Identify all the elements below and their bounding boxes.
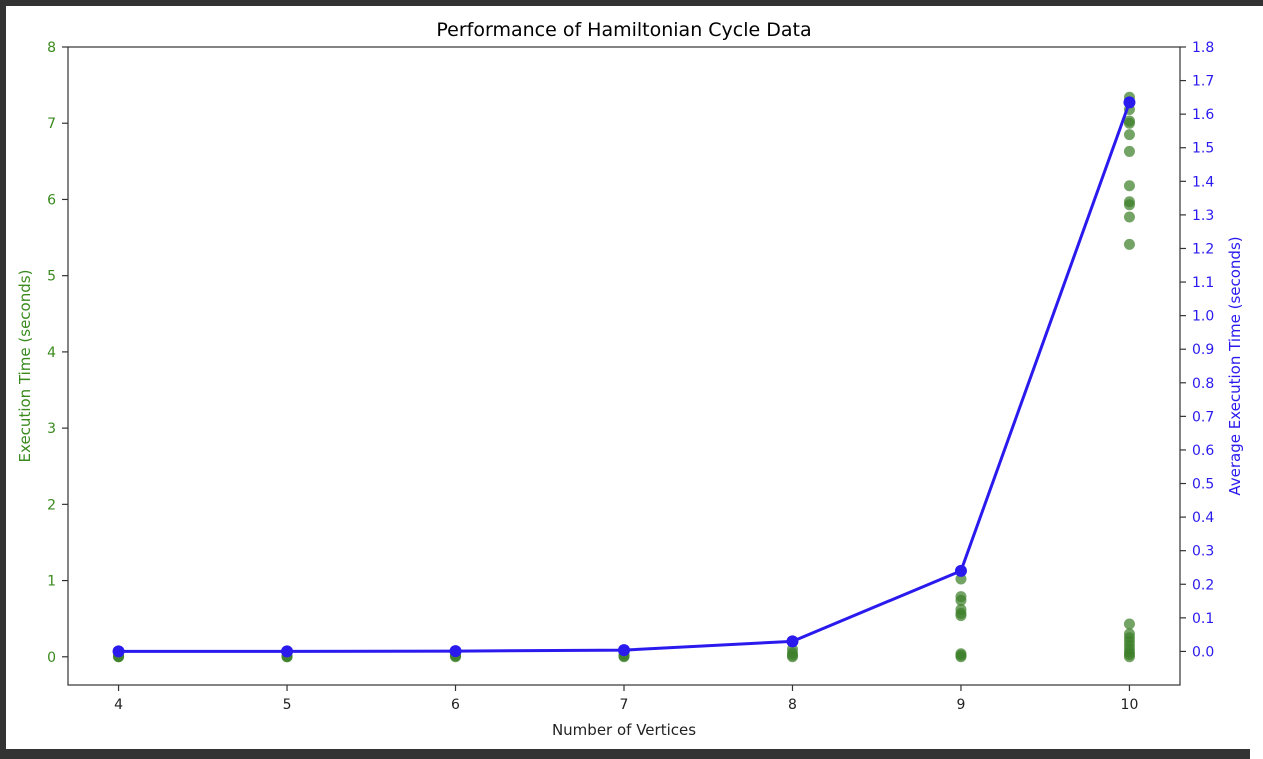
y-left-tick-label: 7 <box>47 116 56 132</box>
scatter-point <box>1123 180 1135 192</box>
y-right-tick-label: 1.3 <box>1192 208 1214 224</box>
y-left-axis-label: Execution Time (seconds) <box>16 270 34 463</box>
y-right-axis-label: Average Execution Time (seconds) <box>1226 236 1244 495</box>
average-point <box>449 645 462 658</box>
y-right-tick-label: 1.1 <box>1192 275 1214 291</box>
y-left-tick-label: 5 <box>47 269 56 285</box>
y-right-tick-label: 0.0 <box>1192 644 1214 660</box>
y-right-tick-label: 1.4 <box>1192 174 1214 190</box>
y-right-tick-label: 0.9 <box>1192 342 1214 358</box>
y-left-tick-label: 3 <box>47 421 56 437</box>
y-right-tick-label: 1.6 <box>1192 107 1214 123</box>
y-left-tick-label: 1 <box>47 574 56 590</box>
scatter-point <box>1123 238 1135 250</box>
y-right-tick-label: 0.3 <box>1192 544 1214 560</box>
scatter-point <box>955 573 967 585</box>
y-left-tick-label: 0 <box>47 650 56 666</box>
y-right-tick-label: 1.0 <box>1192 309 1214 325</box>
x-tick-label: 8 <box>788 697 797 713</box>
scatter-point <box>1123 211 1135 223</box>
average-point <box>618 644 630 657</box>
scatter-point <box>1123 129 1135 141</box>
scatter-point <box>1123 196 1135 208</box>
x-tick-label: 9 <box>957 697 966 713</box>
y-right-tick-label: 0.4 <box>1192 510 1214 526</box>
y-left-tick-label: 8 <box>47 40 56 56</box>
y-right-tick-label: 0.6 <box>1192 443 1214 459</box>
average-point <box>1123 96 1136 109</box>
y-right-tick-label: 0.2 <box>1192 577 1214 593</box>
x-tick-label: 4 <box>114 697 123 713</box>
scatter-point <box>1123 618 1135 630</box>
x-axis-label: Number of Vertices <box>552 721 696 739</box>
y-left-tick-label: 6 <box>47 192 56 208</box>
scatter-point <box>955 604 967 616</box>
scatter-point <box>1123 115 1135 127</box>
window-edge-bottom <box>0 749 1250 759</box>
y-right-tick-label: 0.5 <box>1192 477 1214 493</box>
average-point <box>954 564 967 577</box>
x-tick-label: 6 <box>451 697 460 713</box>
y-left-tick-label: 2 <box>47 497 56 513</box>
window-edge-left <box>0 0 6 759</box>
y-right-tick-label: 0.7 <box>1192 409 1214 425</box>
y-right-tick-label: 1.8 <box>1192 40 1214 56</box>
y-right-tick-label: 1.2 <box>1192 241 1214 257</box>
average-point <box>786 635 799 648</box>
plot-area-border <box>67 46 1181 686</box>
y-right-tick-label: 0.1 <box>1192 611 1214 627</box>
average-point <box>112 645 125 658</box>
y-right-tick-label: 1.5 <box>1192 141 1214 157</box>
x-tick-label: 7 <box>620 697 629 713</box>
window-edge-top <box>0 0 1263 6</box>
y-left-tick-label: 4 <box>47 345 56 361</box>
scatter-point <box>1123 628 1135 640</box>
chart-title: Performance of Hamiltonian Cycle Data <box>436 19 811 41</box>
average-point <box>281 645 294 658</box>
scatter-point <box>1123 145 1135 157</box>
scatter-point <box>955 648 967 660</box>
y-right-tick-label: 0.8 <box>1192 376 1214 392</box>
scatter-point <box>955 591 967 603</box>
x-tick-label: 5 <box>283 697 292 713</box>
x-tick-label: 10 <box>1121 697 1139 713</box>
y-right-tick-label: 1.7 <box>1192 74 1214 90</box>
